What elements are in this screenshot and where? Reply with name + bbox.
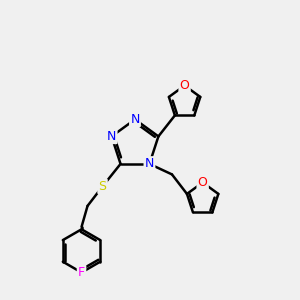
Text: S: S — [98, 180, 106, 193]
Text: N: N — [145, 158, 154, 170]
Text: O: O — [198, 176, 208, 189]
Text: F: F — [78, 266, 85, 279]
Text: N: N — [107, 130, 116, 143]
Text: N: N — [130, 113, 140, 126]
Text: O: O — [180, 79, 190, 92]
